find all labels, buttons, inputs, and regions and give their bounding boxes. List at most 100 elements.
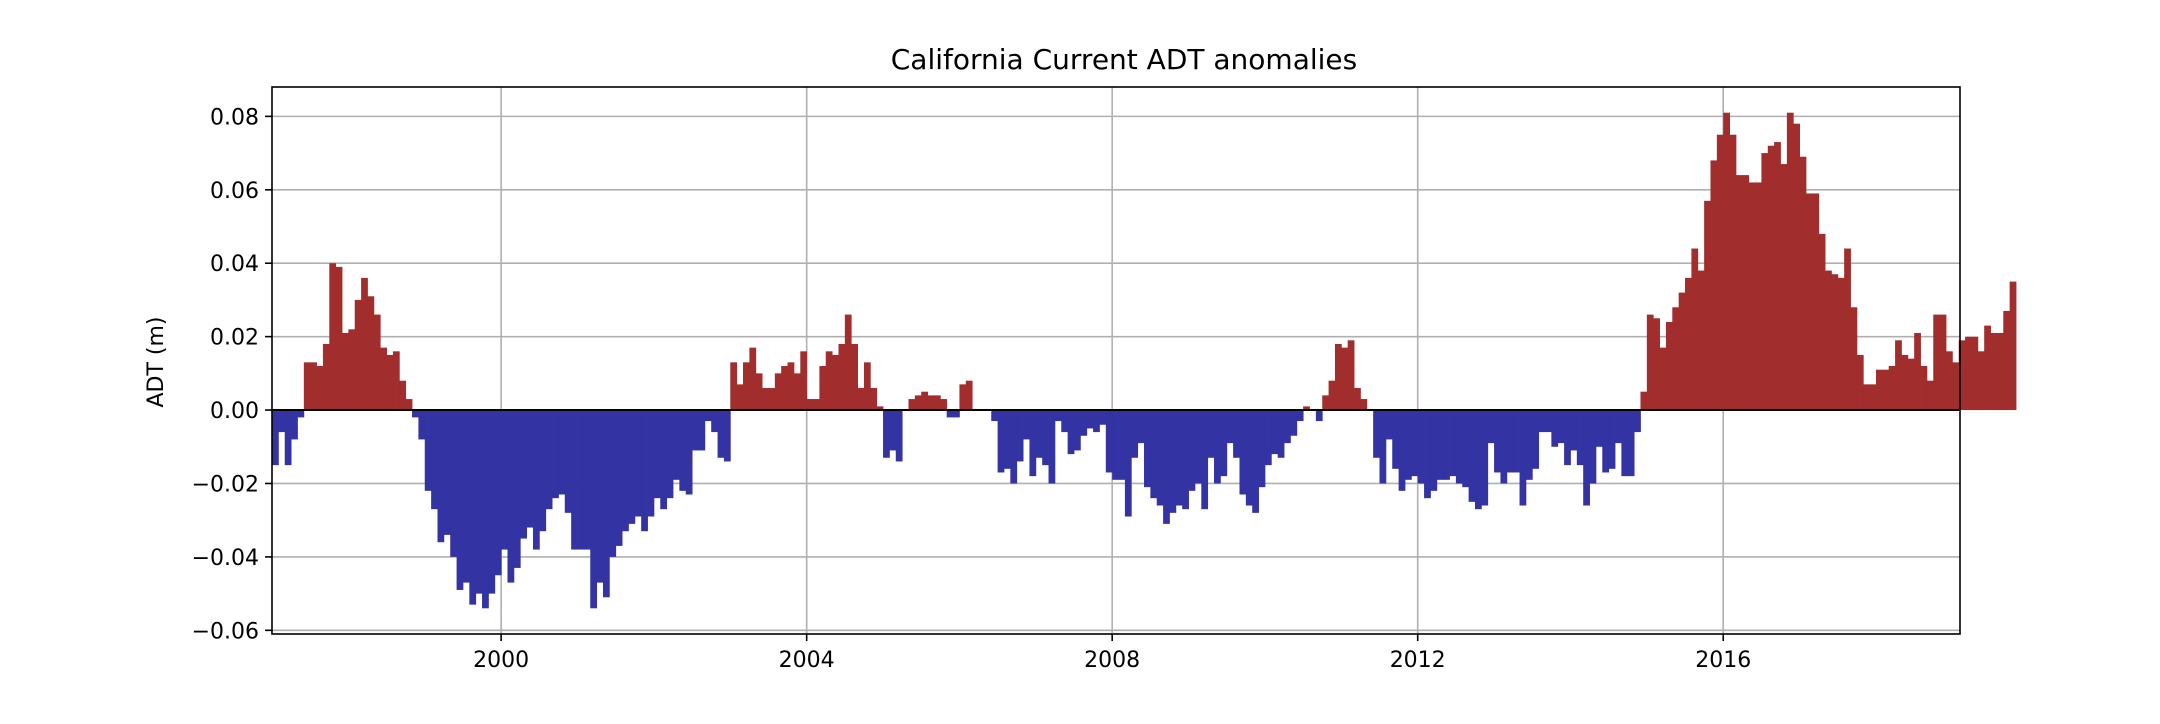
bar [1016, 410, 1024, 462]
bar [1901, 354, 1909, 411]
bar [1385, 410, 1393, 440]
bar [1105, 410, 1113, 473]
bar [1780, 164, 1788, 411]
bar [634, 410, 642, 517]
bar [1080, 410, 1088, 436]
bar [1602, 410, 1610, 473]
bar [342, 332, 349, 411]
bar [469, 410, 477, 605]
x-tick-label: 2000 [473, 648, 529, 673]
bar [628, 410, 636, 524]
bar [832, 354, 839, 411]
bar [876, 406, 884, 411]
bar [1194, 410, 1202, 484]
bar [1729, 134, 1737, 411]
bar [1761, 153, 1769, 411]
bar [1086, 410, 1094, 429]
bar [1424, 410, 1431, 499]
bar [1818, 233, 1826, 411]
bar [1621, 410, 1629, 477]
bar [1392, 410, 1400, 469]
bar [762, 388, 769, 411]
bar [462, 410, 470, 583]
bar [940, 399, 948, 411]
bar [1920, 366, 1928, 411]
bar [1965, 336, 1972, 411]
bar [558, 410, 566, 495]
bar [622, 410, 629, 532]
bar [1799, 156, 1807, 411]
bar [1048, 410, 1056, 484]
bar [316, 366, 324, 411]
bar [609, 410, 617, 557]
bar [1188, 410, 1196, 491]
bar [552, 410, 559, 499]
bar [1748, 182, 1756, 411]
bar [1131, 410, 1139, 458]
bar [1023, 410, 1030, 440]
bar [1099, 410, 1107, 425]
bar [1634, 410, 1641, 433]
bar [291, 410, 298, 440]
bar [787, 362, 795, 411]
bar [1430, 410, 1438, 491]
bar [1665, 321, 1673, 411]
bar [1207, 410, 1215, 458]
bar [412, 410, 419, 418]
y-axis-label: ADT (m) [144, 316, 169, 407]
bar [443, 410, 451, 535]
bar [1137, 410, 1145, 444]
x-tick-label: 2016 [1695, 648, 1751, 673]
bar [991, 410, 999, 422]
bar [1685, 277, 1692, 411]
bar [1347, 340, 1355, 411]
bar [386, 354, 394, 411]
y-tick-label: 0.04 [210, 252, 259, 277]
bar [1233, 410, 1240, 458]
bar [1735, 175, 1743, 411]
bar [660, 410, 668, 510]
bar [272, 410, 279, 466]
bar [615, 410, 623, 546]
bar [1481, 410, 1489, 506]
bar [1118, 410, 1126, 480]
bar [1487, 410, 1495, 444]
bar [310, 362, 317, 411]
bar [361, 277, 368, 411]
bar [1156, 410, 1164, 506]
bar [507, 410, 515, 583]
bar [1061, 410, 1069, 433]
bar [825, 351, 833, 411]
bar [768, 388, 776, 411]
bar [1984, 325, 1991, 411]
bar [1678, 292, 1686, 411]
bar [475, 410, 483, 594]
bar [844, 314, 852, 411]
bar [781, 366, 788, 411]
bar [1697, 270, 1705, 411]
bar [583, 410, 591, 550]
y-tick-label: 0.06 [210, 179, 259, 204]
bar [1615, 410, 1622, 444]
bar [673, 410, 680, 480]
bar [1175, 410, 1183, 506]
bar [1977, 351, 1985, 411]
bar [2003, 310, 2011, 411]
bar [1245, 410, 1253, 506]
bar [1525, 410, 1533, 480]
bar [653, 410, 661, 499]
bar [717, 410, 725, 458]
bar [704, 410, 712, 422]
bar [1767, 145, 1775, 411]
bar [297, 410, 305, 418]
bar [1494, 410, 1501, 473]
bar [806, 399, 814, 411]
bar [1971, 336, 1979, 411]
bar [800, 351, 808, 411]
bar [520, 410, 528, 539]
bar [1933, 314, 1941, 411]
bar [367, 296, 375, 411]
bar [1812, 193, 1820, 411]
bar [730, 362, 738, 411]
